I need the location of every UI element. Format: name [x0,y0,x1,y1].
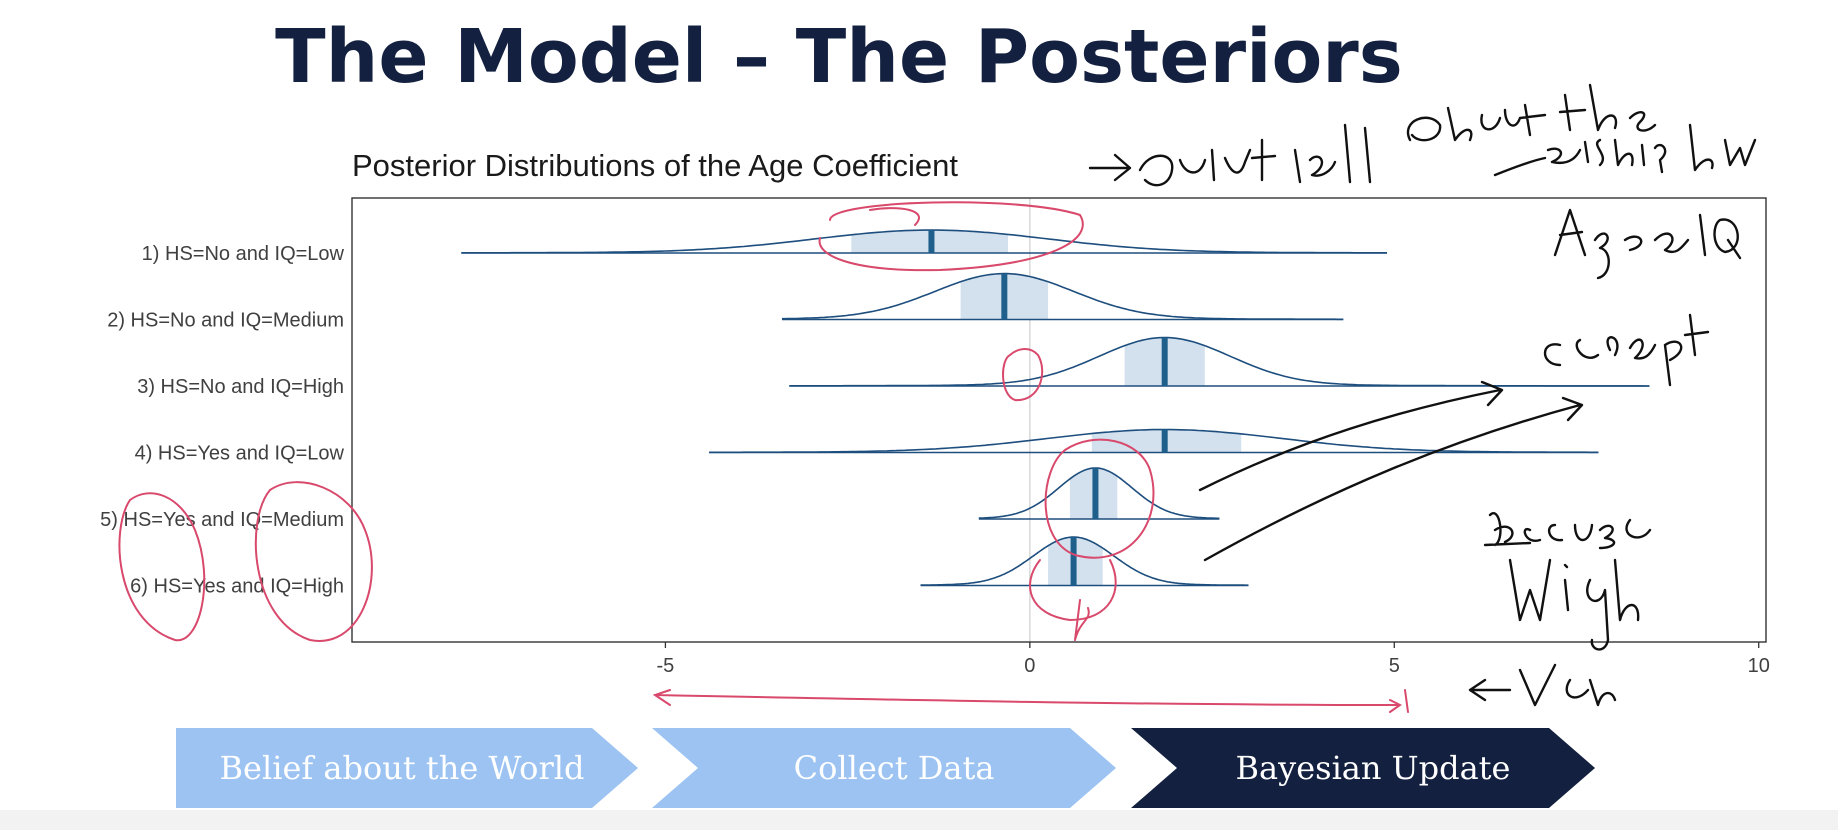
ridge-5 [978,467,1220,520]
plot-panel-border [351,197,1767,643]
density-curve [920,536,1249,586]
step-bayesian-update: Bayesian Update [1131,728,1595,808]
y-label-3: 3) HS=No and IQ=High [137,376,344,398]
ridgeline-chart: Posterior Distributions of the Age Coeff… [100,83,1770,713]
step-label: Collect Data [793,749,995,787]
pen-mark-row1 [869,207,920,226]
handwriting-cant-tell [1138,138,1277,187]
pen-circle-row1 [818,201,1084,272]
handwriting-arrow [1088,153,1132,182]
slide-title: The Model – The Posteriors [275,14,1403,100]
x-tick-label: 10 [1748,655,1770,677]
pen-circle-row6 [1029,559,1117,622]
y-label-2: 2) HS=No and IQ=Medium [107,310,344,332]
ridge-2 [782,272,1344,321]
pen-circle-row5 [1044,438,1155,559]
pen-range-arrow [652,689,1409,713]
density-curve [978,467,1220,520]
y-label-4: 4) HS=Yes and IQ=Low [135,443,345,465]
step-label: Belief about the World [219,749,585,787]
ridge-6 [920,536,1249,587]
chart-title: Posterior Distributions of the Age Coeff… [352,148,958,183]
handwriting-because [1483,512,1652,550]
handwriting-arrow-row4 [1198,380,1504,492]
handwriting-age-iq [1553,208,1742,280]
x-axis: -5 0 5 10 [657,642,1770,677]
ridge-1 [461,229,1387,254]
y-label-6: 6) HS=Yes and IQ=High [130,576,344,598]
ridge-4 [709,428,1599,454]
y-label-1: 1) HS=No and IQ=Low [142,243,345,265]
ridges [461,229,1650,587]
density-curve [782,272,1344,321]
handwriting-the [1558,83,1657,132]
pen-circle-hs [118,492,206,642]
step-label: Bayesian Update [1235,749,1511,787]
x-tick-label: 5 [1389,655,1400,677]
process-steps: Belief about the World Collect Data Baye… [0,728,1838,808]
handwriting-high [1508,558,1640,651]
density-curve [789,336,1650,387]
y-label-5: 5) HS=Yes and IQ=Medium [100,509,344,531]
ridge-3 [789,336,1650,387]
x-tick-label: 0 [1024,655,1035,677]
handwriting-var [1468,663,1617,707]
step-collect-data: Collect Data [652,728,1116,808]
density-curve [709,428,1599,454]
bottom-strip [0,810,1838,830]
handwriting-about [1406,103,1547,142]
step-belief-about-the-world: Belief about the World [176,728,638,808]
pen-circle-iq [254,481,373,642]
y-axis-labels: 1) HS=No and IQ=Low 2) HS=No and IQ=Mediu… [100,243,344,598]
handwritten-annotations [1088,83,1757,707]
pen-circle-zero [1002,348,1044,402]
density-curve [461,229,1387,254]
handwriting-relnship-bw [1493,123,1757,177]
pen-mark-row6 [1074,599,1090,641]
x-tick-label: -5 [657,655,675,677]
handwriting-tell [1293,123,1372,184]
handwriting-except [1543,313,1710,387]
pen-annotations [118,201,1409,713]
handwriting-arrow-row5 [1203,396,1584,562]
